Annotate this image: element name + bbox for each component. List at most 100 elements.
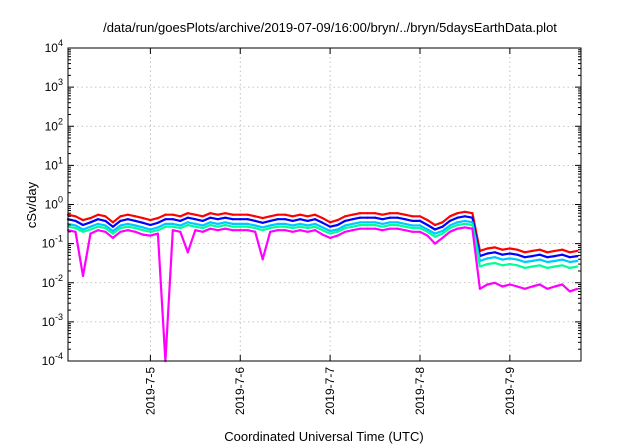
data-point [246,213,249,216]
data-point [149,228,152,231]
data-point [141,217,144,220]
data-point [418,215,422,218]
data-point [418,219,422,222]
data-point [441,221,444,224]
data-point [344,224,347,227]
data-point [523,251,526,254]
data-point [546,251,549,254]
data-point [456,212,459,215]
data-point [374,227,377,230]
data-point [111,232,114,235]
series-3 [66,222,579,269]
data-point [96,225,100,228]
data-point [411,230,414,233]
data-point [156,221,159,224]
data-point [501,253,504,256]
data-point [134,224,137,227]
data-point [396,212,399,215]
data-point [261,226,264,229]
data-point [164,222,167,225]
data-point [329,225,332,228]
data-point [126,213,129,216]
data-point [134,219,137,222]
data-point [239,229,242,232]
data-point [486,263,489,266]
y-axis: 10-4 10-3 10-2 10-1 100 101 102 103 104 [42,38,581,368]
data-point [299,229,302,232]
data-point [306,219,309,222]
series-4 [66,226,579,363]
data-point [351,229,354,232]
data-point [111,221,114,224]
data-point [171,225,174,228]
data-point [171,213,174,216]
series-line [67,226,578,363]
data-point [411,219,414,222]
data-point [231,225,234,228]
data-point [538,253,541,256]
data-point [388,216,392,219]
data-point [561,253,564,256]
data-point [374,212,377,215]
data-point [381,225,384,228]
data-point [306,230,309,233]
data-point [111,225,114,228]
data-point [89,232,92,235]
data-point [531,259,534,263]
data-point [216,213,219,216]
data-point [306,224,309,227]
data-point [486,252,489,255]
chart-title: /data/run/goesPlots/archive/2019-07-09/1… [103,20,557,35]
data-point [576,249,579,252]
data-point [448,227,451,230]
data-point [463,210,466,213]
data-point [111,229,114,233]
data-point [508,283,511,286]
y-tick-label: 10-4 [42,351,63,368]
data-point [291,224,294,227]
data-point [456,227,459,230]
data-point [186,223,189,227]
data-point [96,229,100,232]
data-point [329,236,332,239]
data-point [508,252,511,255]
data-point [568,290,571,293]
data-point [156,232,159,235]
data-point [568,266,571,269]
data-point [523,260,526,264]
data-point [254,219,257,222]
data-point [314,213,317,216]
data-point [501,258,504,261]
data-point [299,213,302,216]
data-point [179,230,182,233]
data-point [194,222,197,225]
data-point [126,225,129,228]
data-point [186,216,189,219]
data-point [374,216,377,219]
data-point [396,227,399,230]
data-point [149,230,152,233]
data-point [96,213,100,216]
data-point [456,216,459,219]
data-point [501,264,504,267]
data-point [141,233,144,236]
data-point [433,228,437,231]
data-point [561,264,564,267]
data-point [456,221,459,224]
data-point [531,249,534,252]
data-point [186,251,189,254]
data-point [261,258,264,261]
series-0 [66,210,579,254]
data-point [164,213,167,216]
data-point [299,222,302,225]
data-point [366,227,369,230]
series-1 [66,215,579,259]
data-point [366,216,369,219]
data-point [224,216,227,219]
data-point [231,222,234,225]
data-point [568,251,571,254]
data-point [418,224,422,227]
data-point [493,256,496,259]
data-point [546,260,549,264]
data-point [388,212,392,215]
